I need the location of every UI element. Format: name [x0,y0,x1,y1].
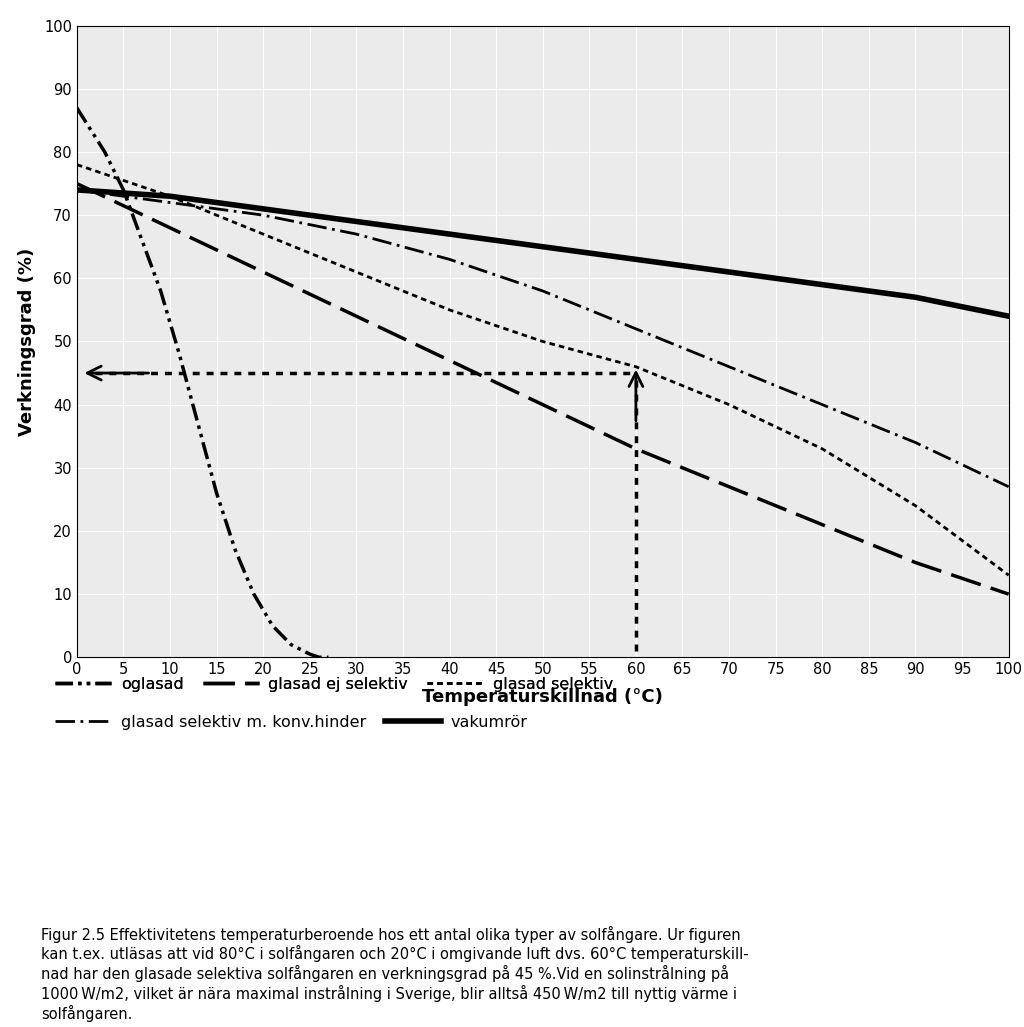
Legend: oglasad, glasad ej selektiv, glasad selektiv: oglasad, glasad ej selektiv, glasad sele… [49,671,620,698]
Y-axis label: Verkningsgrad (%): Verkningsgrad (%) [17,248,36,435]
Legend: glasad selektiv m. konv.hinder, vakumrör: glasad selektiv m. konv.hinder, vakumrör [49,709,535,736]
X-axis label: Temperaturskillnad (°C): Temperaturskillnad (°C) [422,688,664,707]
Text: Figur 2.5 Effektivitetens temperaturberoende hos ett antal olika typer av solfån: Figur 2.5 Effektivitetens temperaturbero… [41,925,749,1022]
